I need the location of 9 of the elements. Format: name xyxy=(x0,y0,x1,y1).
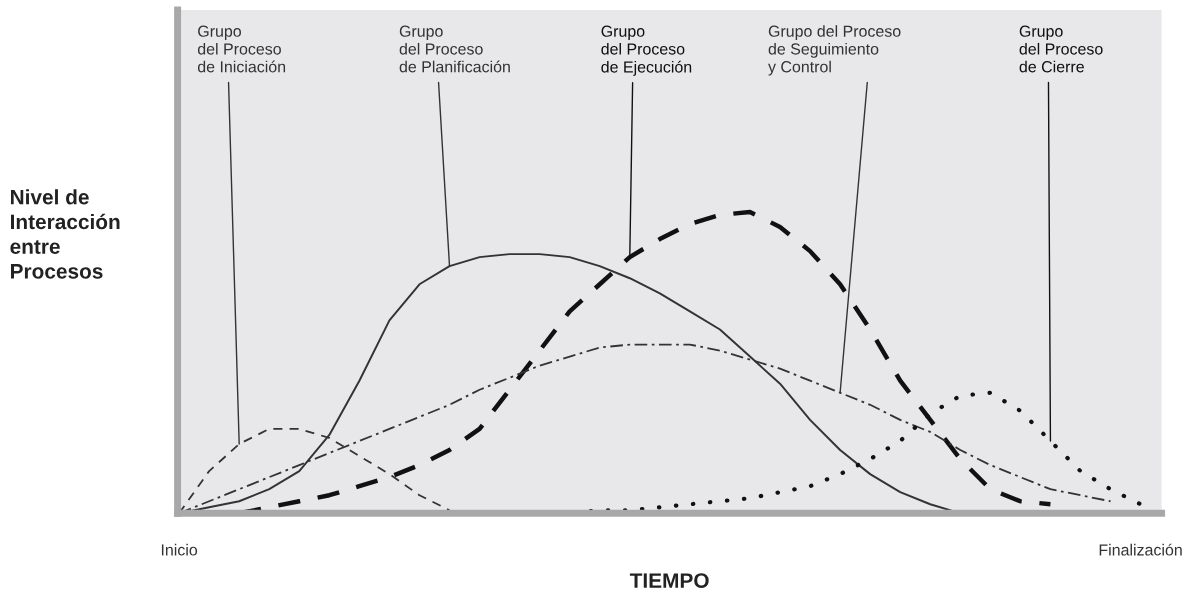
text: Grupo del Proceso de Iniciación xyxy=(197,25,286,73)
text: Grupo del Proceso de Planificación xyxy=(399,25,510,73)
text: Grupo del Proceso de Seguimiento y Control xyxy=(768,25,901,76)
x-axis-title: TIEMPO xyxy=(629,573,709,588)
x-tick-label: Inicio xyxy=(161,543,198,556)
x-tick-label: Finalización xyxy=(1099,543,1182,556)
y-axis-title: Nivel de Interacción entre Procesos xyxy=(10,189,120,279)
text: Grupo del Proceso de Cierre xyxy=(1019,25,1103,73)
text: Grupo del Proceso de Ejecución xyxy=(601,25,692,76)
